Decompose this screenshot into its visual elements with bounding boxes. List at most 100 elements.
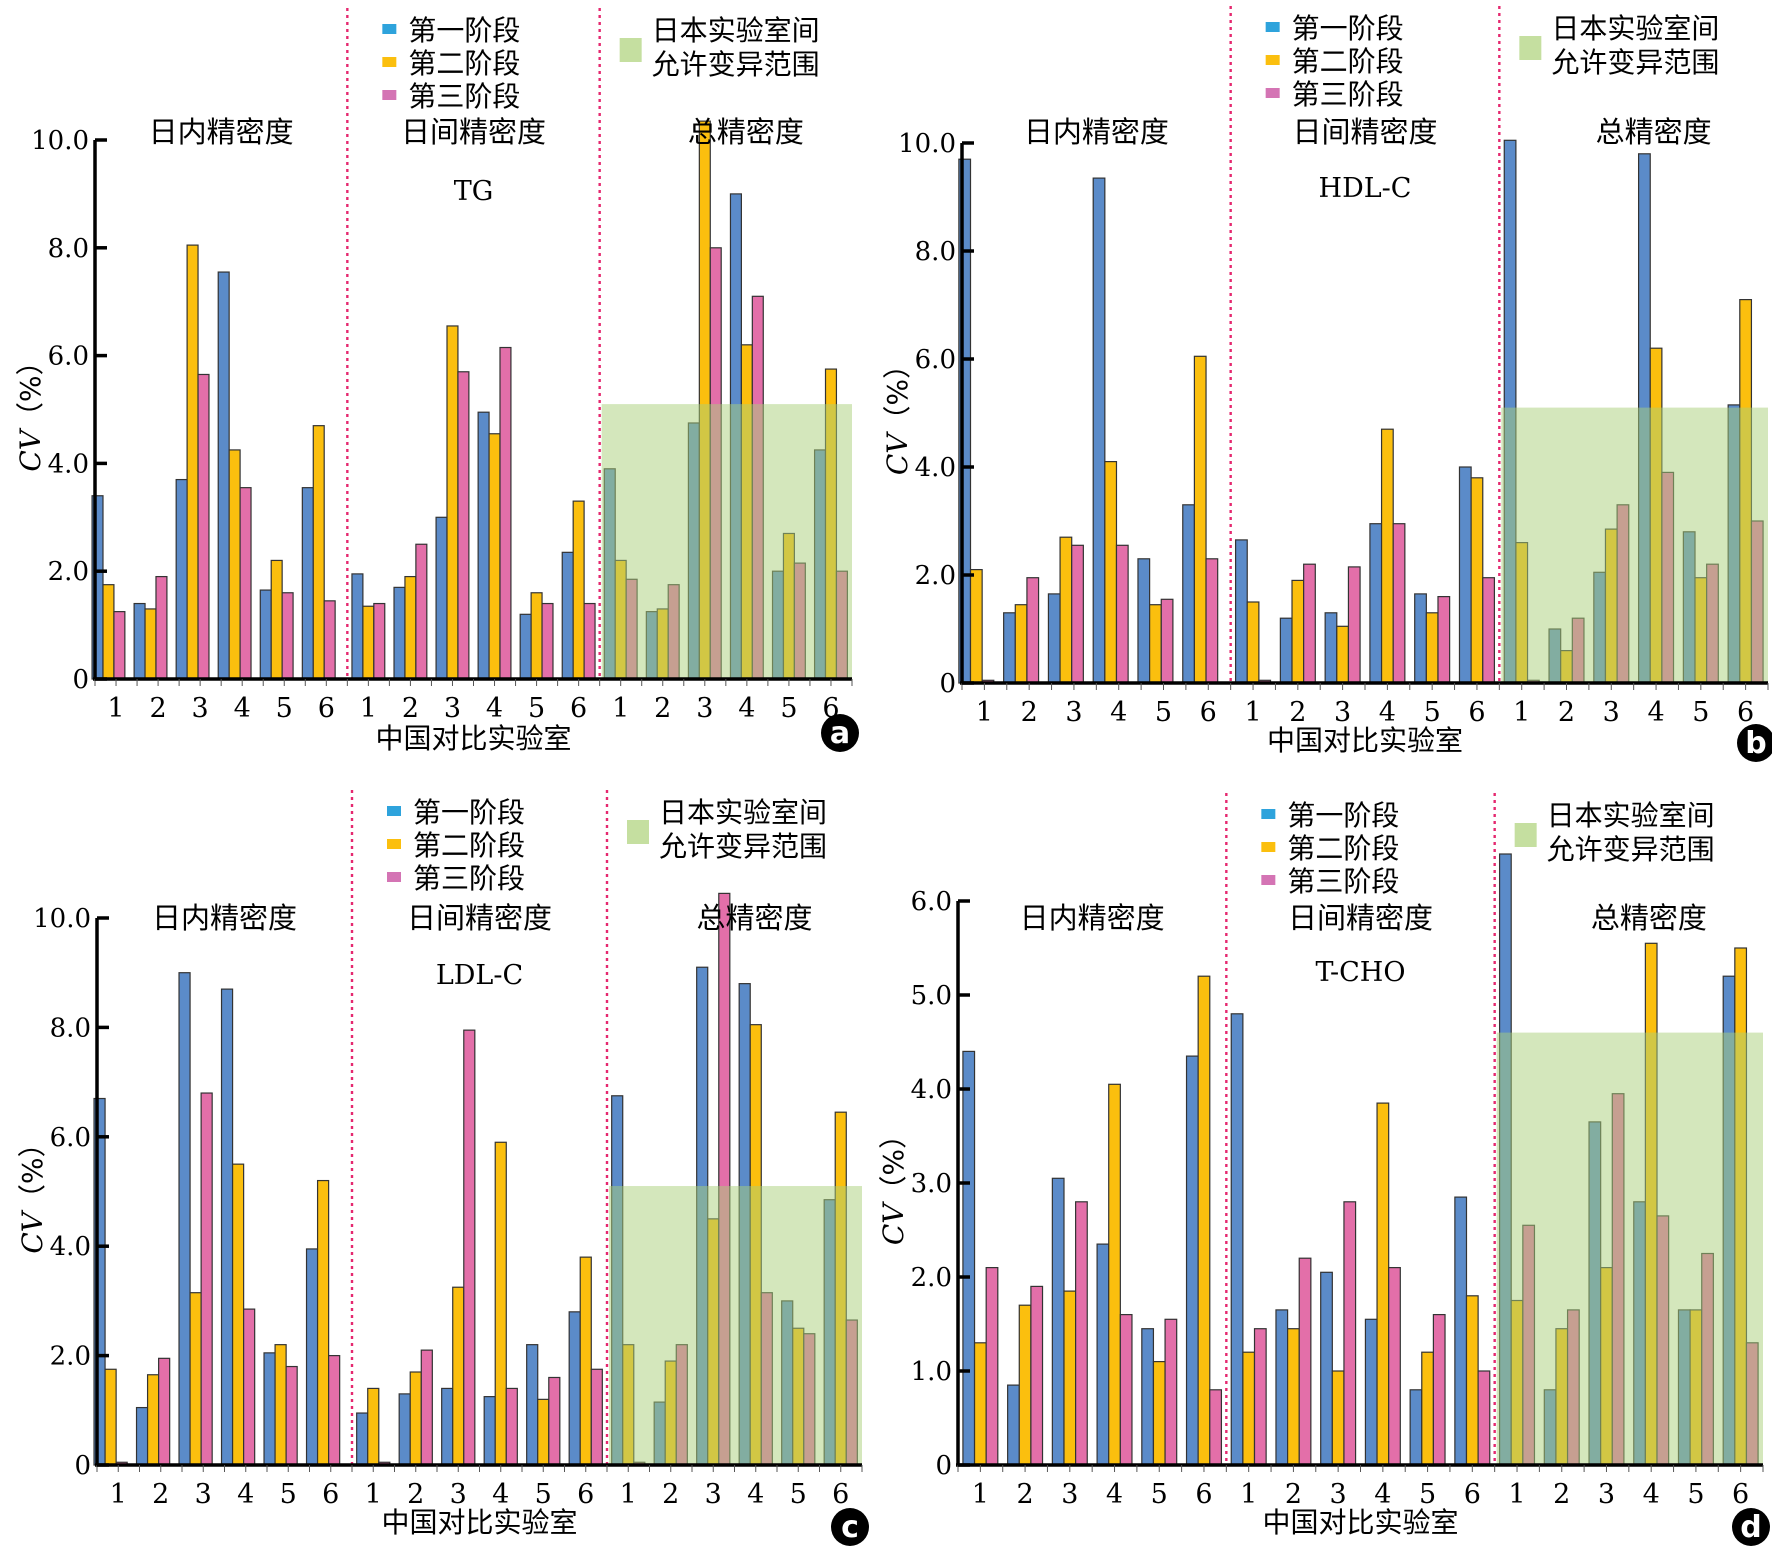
bar-c-g1-lab3-s2 [189, 1292, 202, 1466]
x-tick-label: 6 [318, 693, 335, 724]
bar-d-g1-lab3-s1 [1051, 1177, 1065, 1466]
y-tick-label: 6.0 [911, 887, 952, 917]
x-tick-label: 1 [107, 693, 124, 724]
section-title: 日间精密度 [1292, 115, 1437, 149]
panel-badge-label: b [1745, 726, 1766, 761]
legend-swatch-series-3 [382, 90, 397, 100]
y-tick-label: 8.0 [915, 237, 956, 267]
y-tick-label: 2.0 [915, 561, 956, 591]
x-tick-label: 3 [1334, 697, 1351, 728]
bar-c-g1-lab5-s2 [274, 1344, 287, 1466]
bar-b-g2-lab4-s2 [1380, 428, 1394, 684]
legend-label-series-1: 第一阶段 [413, 796, 525, 829]
bar-b-g2-lab1-s1 [1234, 539, 1248, 684]
legend-swatch-series-1 [382, 24, 397, 34]
y-tick-label: 6.0 [50, 1123, 91, 1153]
bar-a-g1-lab3-s3 [197, 373, 210, 680]
bar-d-g1-lab1-s2 [973, 1342, 987, 1466]
bar-b-g2-lab2-s2 [1291, 579, 1305, 684]
bar-b-g2-lab3-s1 [1324, 612, 1338, 684]
bar-c-g1-lab5-s1 [263, 1352, 276, 1466]
bar-d-g2-lab4-s3 [1388, 1266, 1401, 1466]
y-tick-label: 1.0 [911, 1357, 952, 1387]
bar-c-g2-lab6-s3 [590, 1368, 603, 1466]
bar-d-g2-lab2-s1 [1275, 1309, 1289, 1466]
y-axis-label-unit: （%） [877, 1121, 910, 1204]
panel-a: 02.04.06.08.010.01 2 3 4 5 6 1 2 3 4 5 6 1 2 3 4 5 6日内精密度… [14, 8, 859, 755]
bar-a-g2-lab5-s2 [530, 592, 543, 680]
bar-b-g1-lab2-s2 [1014, 604, 1028, 684]
bar-b-g2-lab4-s3 [1392, 523, 1406, 684]
legend-label-series-3: 第三阶段 [408, 80, 520, 113]
legend-swatch-band [619, 38, 642, 62]
x-tick-label: 4 [747, 1479, 764, 1510]
x-tick-label: 5 [790, 1479, 807, 1510]
bar-a-g2-lab1-s1 [351, 573, 364, 680]
bar-a-g2-lab6-s2 [572, 500, 585, 680]
y-tick-label: 0 [939, 669, 956, 699]
tolerance-band [1501, 407, 1768, 683]
section-title: 日内精密度 [1020, 901, 1165, 935]
bar-a-g2-lab2-s2 [404, 575, 417, 680]
y-axis-label: CV（%） [16, 1129, 49, 1253]
legend-swatch-series-1 [387, 806, 401, 816]
bar-c-g2-lab3-s3 [463, 1029, 476, 1466]
bar-d-g1-lab1-s3 [985, 1266, 999, 1466]
panel-badge-label: a [830, 716, 850, 751]
bar-c-g1-lab6-s3 [328, 1354, 341, 1466]
bar-d-g2-lab6-s3 [1477, 1370, 1491, 1466]
bar-b-g1-lab6-s1 [1182, 504, 1195, 684]
x-tick-label: 1 [1513, 697, 1530, 728]
x-tick-label: 4 [492, 1479, 509, 1510]
x-tick-label: 1 [976, 697, 993, 728]
panel-c: 02.04.06.08.010.01 2 3 4 5 6 1 2 3 4 5 6 1 2 3 4 5 6日内精密度… [16, 790, 869, 1546]
bar-a-g2-lab3-s3 [457, 371, 470, 680]
x-tick-label: 5 [1419, 1479, 1436, 1510]
bar-c-g2-lab2-s2 [409, 1371, 422, 1466]
bar-b-g1-lab2-s3 [1026, 577, 1040, 684]
x-tick-label: 3 [1061, 1479, 1078, 1510]
y-tick-label: 4.0 [48, 449, 89, 479]
bar-c-g2-lab5-s1 [526, 1344, 539, 1466]
section-title: 日内精密度 [1024, 115, 1169, 149]
bar-b-g1-lab3-s1 [1047, 593, 1061, 684]
bar-c-g1-lab6-s1 [305, 1248, 319, 1466]
bar-d-g2-lab2-s2 [1287, 1328, 1300, 1466]
bar-c-g1-lab5-s3 [285, 1365, 298, 1466]
legend-swatch-band [627, 820, 649, 844]
bar-d-g1-lab5-s1 [1141, 1328, 1155, 1466]
bar-d-g2-lab5-s3 [1432, 1313, 1446, 1466]
bar-d-g1-lab4-s2 [1108, 1083, 1121, 1466]
x-tick-label: 5 [528, 693, 545, 724]
bar-b-g2-lab6-s3 [1482, 577, 1496, 684]
bar-a-g1-lab3-s1 [175, 478, 188, 680]
x-tick-label: 5 [1424, 697, 1441, 728]
x-tick-label: 4 [1374, 1479, 1391, 1510]
y-tick-label: 2.0 [50, 1342, 91, 1372]
y-tick-label: 3.0 [911, 1169, 952, 1199]
x-tick-label: 5 [276, 693, 293, 724]
legend-swatch-series-2 [387, 839, 401, 849]
x-tick-label: 5 [535, 1479, 552, 1510]
bar-a-g1-lab2-s1 [133, 602, 146, 680]
x-tick-label: 4 [738, 693, 755, 724]
bar-b-g2-lab1-s2 [1246, 601, 1260, 684]
y-tick-label: 4.0 [915, 453, 956, 483]
x-tick-label: 6 [1468, 697, 1485, 728]
legend-label-series-2: 第二阶段 [1292, 45, 1404, 78]
y-tick-label: 6.0 [915, 345, 956, 375]
x-tick-label: 1 [365, 1479, 382, 1510]
y-axis-label: CV（%） [881, 351, 914, 475]
bar-d-g2-lab4-s2 [1376, 1102, 1390, 1466]
x-tick-label: 3 [1065, 697, 1082, 728]
bar-a-g2-lab6-s1 [561, 551, 574, 680]
bar-b-g2-lab3-s2 [1336, 625, 1350, 684]
legend-label-band-line2: 允许变异范围 [1551, 46, 1719, 79]
legend-label-series-1: 第一阶段 [1292, 12, 1404, 45]
y-axis-label-unit: （%） [881, 351, 914, 434]
y-tick-label: 10.0 [33, 904, 91, 934]
panel-badge [821, 714, 859, 752]
bar-a-g2-lab1-s3 [373, 602, 386, 680]
section-title: 总精密度 [688, 115, 804, 149]
